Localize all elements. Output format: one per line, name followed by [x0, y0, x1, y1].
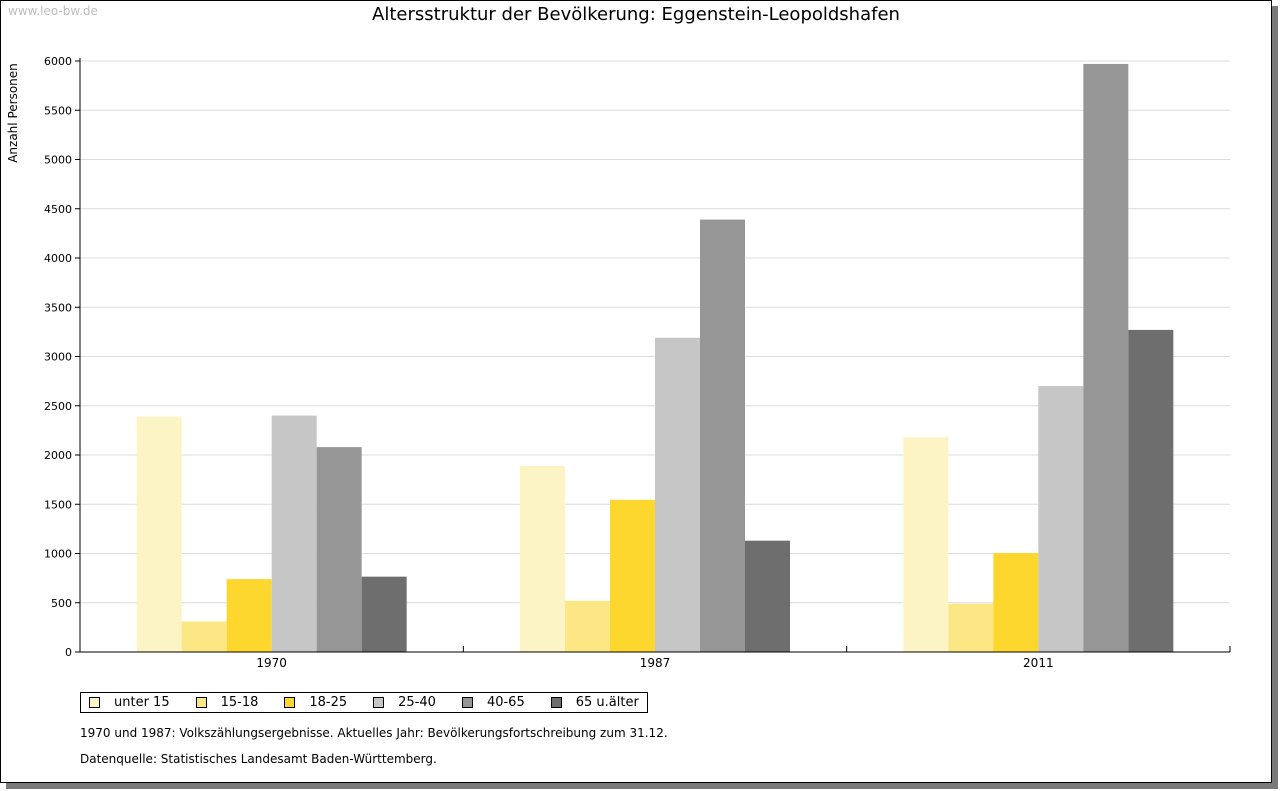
legend-item: 18-25 [284, 695, 347, 710]
bar-15-18-1987 [565, 600, 610, 652]
bar-chart: 0 500 1000 1500 2000 2500 3000 3500 4000 4500 5000… [44, 55, 1231, 670]
legend-swatch [550, 697, 562, 708]
bar-40-65-1970 [316, 447, 362, 652]
bar-unter-15-1970 [136, 416, 182, 652]
bar-65-u-lter-1970 [361, 576, 407, 652]
legend-swatch [284, 697, 296, 708]
bar-40-65-2011 [1083, 63, 1129, 652]
x-tick-label: 1970 [256, 656, 287, 670]
bar-18-25-2011 [993, 553, 1039, 652]
y-tick-label: 6000 [44, 55, 72, 68]
frame-shadow-bottom [6, 783, 1278, 789]
legend-swatch [373, 697, 385, 708]
y-tick-label: 3500 [44, 301, 72, 314]
bar-65-u-lter-2011 [1128, 329, 1174, 652]
bar-65-u-lter-1987 [745, 540, 790, 652]
bar-15-18-1970 [181, 621, 227, 652]
legend-swatch [195, 697, 207, 708]
legend: unter 15 15-18 18-25 25-40 40-65 65 u.älter [80, 692, 648, 713]
legend-swatch [89, 697, 100, 708]
y-tick-label: 1500 [44, 498, 72, 511]
watermark: www.leo-bw.de [8, 4, 98, 18]
y-tick-label: 4000 [44, 252, 72, 265]
chart-title: Altersstruktur der Bevölkerung: Eggenste… [372, 4, 900, 25]
census-note: 1970 und 1987: Volkszählungsergebnisse. … [80, 726, 668, 740]
y-tick-label: 2500 [44, 400, 72, 413]
legend-label: 65 u.älter [575, 695, 639, 710]
bar-15-18-2011 [948, 603, 994, 652]
legend-item: unter 15 [89, 695, 170, 710]
y-tick-label: 5500 [44, 104, 72, 117]
legend-swatch [461, 697, 473, 708]
bar-18-25-1987 [610, 499, 655, 652]
frame-shadow-right [1272, 6, 1278, 787]
bar-18-25-1970 [226, 579, 272, 652]
bar-40-65-1987 [700, 219, 745, 652]
legend-item: 25-40 [373, 695, 436, 710]
y-tick-label: 5000 [44, 154, 72, 167]
x-tick-label: 1987 [640, 656, 671, 670]
legend-label: 25-40 [398, 695, 436, 710]
bar-25-40-1970 [271, 415, 317, 652]
bar-25-40-1987 [655, 337, 700, 652]
source-note: Datenquelle: Statistisches Landesamt Bad… [80, 752, 437, 766]
legend-label: 18-25 [309, 695, 348, 710]
bar-25-40-2011 [1038, 386, 1084, 652]
bar-unter-15-2011 [903, 437, 949, 652]
y-tick-label: 2000 [44, 449, 72, 462]
y-tick-label: 500 [51, 597, 72, 610]
legend-label: unter 15 [114, 695, 170, 710]
bar-unter-15-1987 [520, 465, 565, 652]
legend-label: 15-18 [220, 695, 259, 710]
legend-item: 65 u.älter [550, 695, 639, 710]
y-tick-label: 4500 [44, 203, 72, 216]
y-tick-label: 3000 [44, 351, 72, 364]
x-tick-label: 2011 [1023, 656, 1054, 670]
legend-item: 15-18 [195, 695, 259, 710]
y-tick-label: 0 [65, 646, 72, 659]
y-tick-label: 1000 [44, 548, 72, 561]
legend-item: 40-65 [461, 695, 525, 710]
legend-label: 40-65 [486, 695, 525, 710]
